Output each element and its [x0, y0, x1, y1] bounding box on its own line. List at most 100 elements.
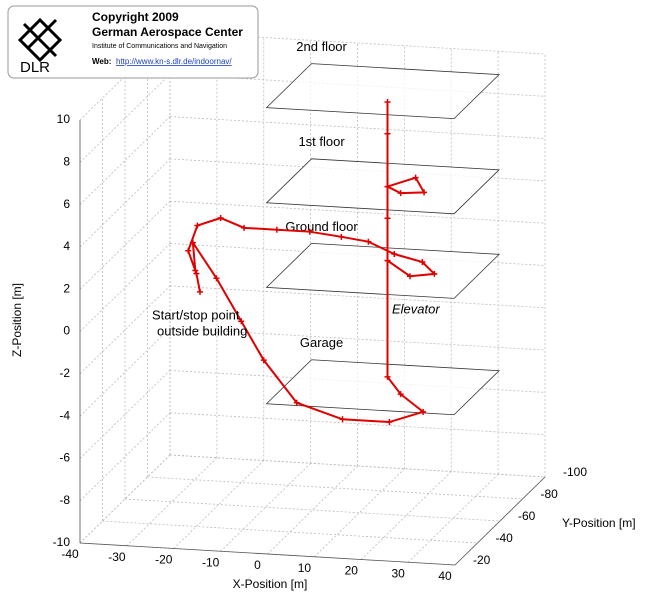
grid-line — [169, 454, 546, 478]
trajectory-point — [338, 233, 345, 240]
grid-line — [314, 468, 405, 558]
grid-line — [79, 370, 171, 459]
logo-icon — [17, 17, 63, 63]
floor-label: 1st floor — [298, 134, 345, 149]
trajectory-point — [397, 190, 404, 197]
x-tick-label: -20 — [155, 553, 173, 567]
annotation: outside building — [157, 323, 247, 338]
y-tick-label: -20 — [473, 553, 491, 567]
floor-plane — [265, 242, 500, 299]
annotation: Start/stop point — [152, 307, 240, 322]
grid-line — [169, 73, 546, 97]
x-tick-label: 0 — [254, 558, 261, 572]
grid-line — [124, 498, 501, 522]
y-tick-label: -100 — [563, 465, 587, 479]
trajectory-point — [197, 288, 203, 295]
organization: German Aerospace Center — [92, 25, 243, 39]
grid-line — [267, 465, 358, 555]
grid-line — [169, 285, 546, 309]
grid-line — [169, 370, 546, 393]
copyright: Copyright 2009 — [92, 10, 179, 24]
z-tick-label: -8 — [59, 493, 70, 507]
grid-line — [79, 158, 171, 248]
floor-label: Garage — [300, 335, 343, 350]
web-url[interactable]: http://www.kn-s.dlr.de/indoornav/ — [116, 57, 232, 66]
grid-line — [79, 243, 171, 332]
logo-box: DLR Copyright 2009 German Aerospace Cent… — [7, 5, 259, 79]
institute: Institute of Communications and Navigati… — [92, 43, 227, 50]
z-tick-label: -4 — [59, 408, 70, 422]
x-tick-label: 40 — [438, 569, 452, 583]
plot: -40 -30 -20 -10 0 10 20 30 40-100-80-60-40-20-10… — [53, 31, 587, 583]
y-tick-label: -40 — [496, 531, 514, 545]
x-tick-label: 10 — [298, 561, 312, 575]
grid-line — [79, 327, 171, 417]
z-tick-label: -10 — [53, 535, 71, 549]
trajectory-point — [365, 238, 372, 245]
grid-line — [169, 31, 546, 55]
grid-line — [79, 412, 171, 501]
trajectory-point — [194, 222, 201, 229]
trajectory-point — [217, 215, 224, 221]
x-tick-label: 30 — [391, 566, 405, 580]
trajectory-point — [213, 275, 220, 282]
grid-line — [220, 462, 311, 552]
trajectory-point — [339, 416, 346, 423]
grid-line — [360, 471, 452, 560]
floor-plane — [265, 158, 500, 215]
trajectory-point — [384, 183, 391, 190]
grid-line — [173, 460, 265, 549]
trajectory-point — [238, 318, 245, 325]
z-axis-label: Z-Position [m] — [10, 283, 24, 357]
grid-line — [79, 454, 171, 544]
grid-line — [147, 476, 523, 500]
x-axis-label: X-Position [m] — [233, 577, 308, 591]
grid-line — [407, 473, 499, 563]
grid-line — [126, 457, 218, 547]
y-axis-label: Y-Position [m] — [562, 516, 636, 530]
floor-label: Ground floor — [285, 219, 358, 234]
trajectory-point — [419, 258, 426, 265]
web-label: Web: — [92, 57, 111, 66]
x-tick-label: -30 — [108, 550, 126, 564]
z-tick-label: 10 — [57, 112, 71, 126]
trajectory-point — [260, 357, 267, 364]
trajectory-point — [431, 270, 438, 277]
z-tick-label: 6 — [63, 197, 70, 211]
z-tick-label: -6 — [59, 451, 70, 465]
grid-line — [79, 200, 171, 290]
z-tick-label: 0 — [63, 324, 70, 338]
trajectory-point — [241, 224, 248, 231]
trajectory-point — [293, 399, 300, 406]
z-tick-label: -2 — [59, 366, 70, 380]
x-tick-label: -10 — [202, 555, 220, 569]
trajectory-point — [384, 130, 391, 137]
trajectory-point — [421, 189, 428, 196]
trajectory-point — [273, 226, 280, 233]
trajectory-point — [384, 257, 391, 264]
z-tick-label: 8 — [63, 154, 70, 168]
trajectory-point — [384, 215, 391, 222]
grid-line — [169, 116, 546, 139]
floor-label: 2nd floor — [296, 39, 347, 54]
trajectory-point — [397, 391, 404, 398]
trajectory-point — [391, 251, 398, 257]
trajectory-point — [384, 373, 391, 380]
trajectory-point — [420, 408, 427, 415]
annotation: Elevator — [392, 301, 440, 316]
trajectory-point — [192, 267, 199, 274]
trajectory-point — [189, 239, 196, 246]
trajectory-point — [185, 247, 192, 254]
trajectory-point — [412, 174, 419, 181]
trajectory-point — [407, 273, 413, 280]
x-tick-label: -40 — [61, 547, 79, 561]
logo-frame — [7, 5, 259, 79]
z-tick-label: 4 — [63, 239, 70, 253]
grid-line — [169, 412, 546, 436]
trajectory-point — [193, 270, 200, 277]
trajectory-point — [386, 419, 393, 426]
logo-text: DLR — [20, 59, 50, 76]
grid-line — [79, 74, 171, 163]
